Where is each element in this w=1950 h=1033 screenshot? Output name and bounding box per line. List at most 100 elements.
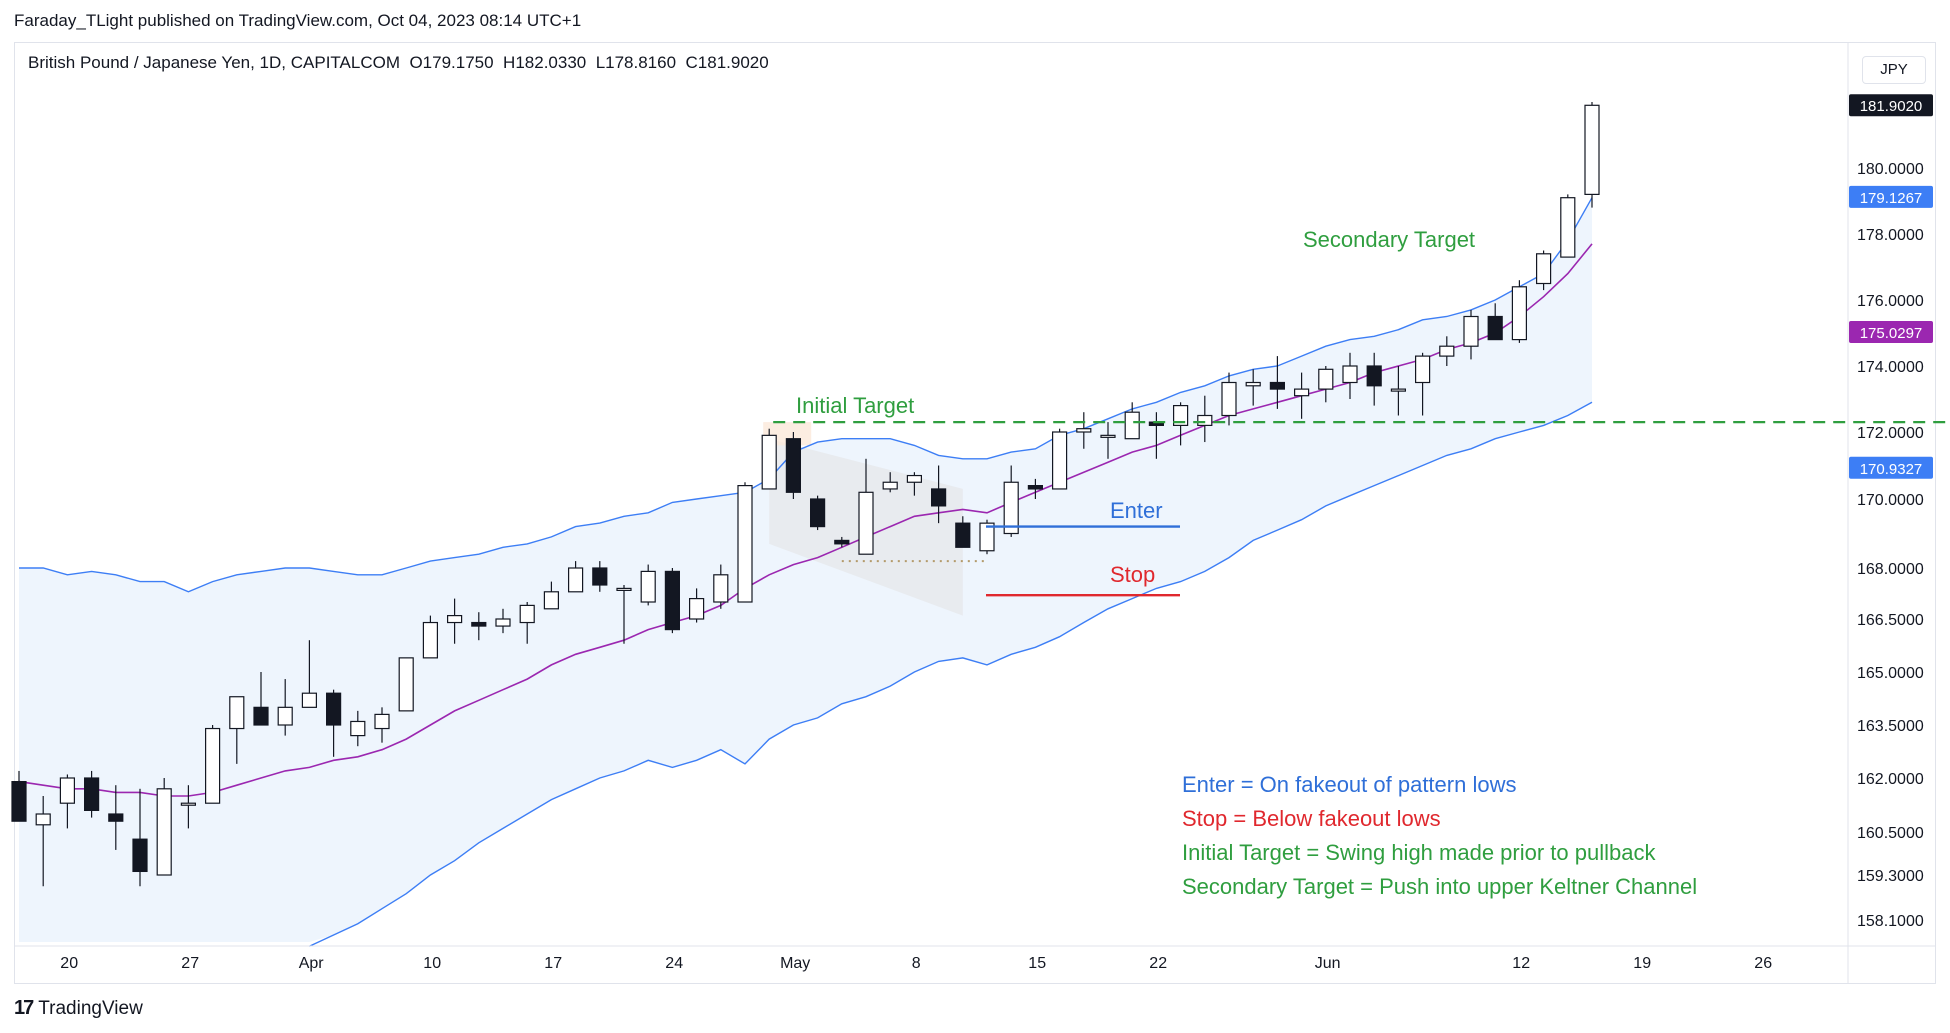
ohlc-close: C181.9020	[685, 53, 769, 72]
price-label-text: 179.1267	[1860, 190, 1923, 207]
candle-body	[1342, 365, 1358, 384]
time-tick-label: Apr	[299, 955, 325, 972]
candle-body	[785, 438, 802, 493]
candle-body	[11, 780, 27, 822]
candle-body	[229, 696, 245, 730]
candle-body	[567, 567, 584, 593]
candle-body	[858, 491, 874, 555]
candle-body	[1439, 345, 1455, 357]
time-tick-label: 24	[665, 955, 683, 972]
candle-body	[1390, 388, 1407, 392]
price-tick-label: 159.3000	[1857, 868, 1924, 885]
time-tick-label: 8	[912, 955, 921, 972]
time-tick-label: May	[780, 955, 810, 972]
price-tick-label: 176.0000	[1857, 293, 1924, 310]
time-tick-label: Jun	[1315, 955, 1341, 972]
strategy-note: Secondary Target = Push into upper Keltn…	[1182, 874, 1697, 899]
symbol-legend: British Pound / Japanese Yen, 1D, CAPITA…	[28, 53, 769, 73]
candle-body	[1172, 405, 1189, 427]
time-tick-label: 27	[181, 955, 199, 972]
time-tick-label: 10	[423, 955, 441, 972]
candle-body	[640, 570, 656, 603]
candle-body	[180, 802, 196, 806]
candle-body	[1051, 431, 1068, 490]
stop-label: Stop	[1110, 562, 1155, 587]
candle-body	[108, 813, 124, 822]
symbol-name: British Pound / Japanese Yen, 1D, CAPITA…	[28, 53, 400, 72]
candle-body	[1003, 481, 1019, 535]
candle-body	[543, 591, 560, 610]
candle-body	[713, 574, 729, 603]
candle-body	[205, 727, 221, 804]
price-label-text: 170.9327	[1860, 461, 1923, 478]
candle-body	[664, 570, 681, 631]
candle-body	[761, 434, 777, 490]
strategy-note: Enter = On fakeout of pattern lows	[1182, 772, 1516, 797]
candle-body	[1076, 428, 1092, 433]
tradingview-logo-icon: 17	[14, 997, 34, 1019]
currency-button[interactable]: JPY	[1862, 56, 1926, 84]
publisher-caption: Faraday_TLight published on TradingView.…	[14, 11, 582, 30]
candle-body	[737, 485, 753, 603]
candle-body	[1124, 411, 1140, 440]
candle-body	[979, 522, 995, 552]
price-tick-label: 160.5000	[1857, 825, 1924, 842]
candle-body	[1293, 388, 1310, 397]
candle-body	[809, 498, 826, 528]
price-tick-label: 170.0000	[1857, 492, 1924, 509]
price-label-badge	[1849, 185, 1933, 208]
candle-body	[1511, 286, 1528, 341]
price-tick-label: 168.0000	[1857, 561, 1924, 578]
candle-body	[1535, 253, 1552, 285]
price-tick-label: 165.0000	[1857, 665, 1924, 682]
price-tick-label: 180.0000	[1857, 161, 1924, 178]
candle-body	[519, 604, 535, 624]
price-label-badge	[1849, 94, 1933, 117]
candle-body	[1584, 104, 1600, 196]
candle-body	[132, 838, 148, 873]
footer: 17 TradingView	[14, 997, 143, 1020]
chart-frame	[14, 42, 1936, 984]
candle-body	[59, 777, 76, 804]
candle-body	[592, 567, 608, 586]
price-label-badge	[1849, 456, 1933, 479]
candle-body	[1463, 315, 1479, 347]
candle-body	[156, 788, 172, 876]
candle-body	[906, 474, 923, 483]
candle-body	[1221, 381, 1237, 417]
candle-body	[1245, 381, 1261, 387]
price-tick-label: 162.0000	[1857, 771, 1924, 788]
time-tick-label: 19	[1633, 955, 1651, 972]
candle-body	[398, 657, 414, 712]
ohlc-low: L178.8160	[595, 53, 677, 72]
time-tick-label: 26	[1754, 955, 1772, 972]
time-tick-label: 12	[1512, 955, 1530, 972]
lower-keltner-line	[309, 401, 1593, 947]
time-tick-label: 17	[544, 955, 562, 972]
candle-body	[882, 481, 898, 490]
candle-body	[955, 522, 971, 548]
price-label-text: 181.9020	[1860, 98, 1923, 115]
price-tick-label: 166.5000	[1857, 612, 1924, 629]
candle-body	[1197, 414, 1213, 426]
price-label-text: 175.0297	[1860, 325, 1923, 342]
price-tick-label: 174.0000	[1857, 359, 1924, 376]
time-tick-label: 22	[1149, 955, 1167, 972]
candle-body	[253, 706, 269, 726]
candle-body	[277, 706, 293, 726]
candle-body	[1027, 485, 1044, 490]
candle-body	[471, 621, 487, 627]
candle-body	[1100, 434, 1116, 438]
time-tick-label: 15	[1028, 955, 1046, 972]
upper-keltner-line	[19, 197, 1593, 593]
candle-body	[301, 692, 317, 708]
candle-body	[350, 720, 366, 737]
candle-body	[35, 813, 51, 826]
initial-target-label: Initial Target	[796, 393, 914, 418]
secondary-target-label: Secondary Target	[1303, 227, 1475, 252]
strategy-note: Initial Target = Swing high made prior t…	[1182, 840, 1656, 865]
candle-body	[1487, 315, 1503, 341]
price-tick-label: 178.0000	[1857, 227, 1924, 244]
price-tick-label: 172.0000	[1857, 425, 1924, 442]
